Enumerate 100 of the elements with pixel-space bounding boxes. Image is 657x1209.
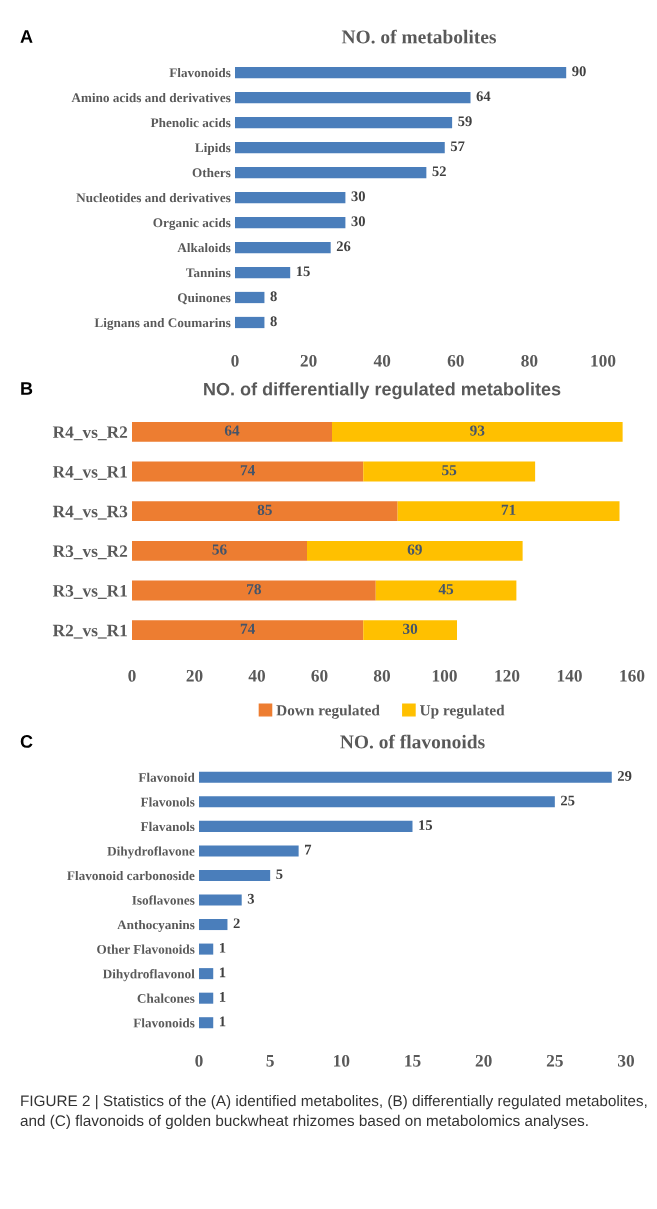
x-tick-label: 5 (266, 1055, 274, 1067)
data-label: 26 (336, 241, 351, 252)
x-tick-label: 20 (300, 354, 317, 367)
bar (235, 266, 291, 279)
y-tick-label: R2_vs_R1 (52, 624, 127, 639)
bar (363, 461, 536, 482)
bar (332, 421, 623, 442)
y-tick-label: Phenolic acids (150, 117, 231, 128)
bar (132, 501, 398, 522)
bar (199, 919, 228, 931)
data-label: 15 (419, 820, 433, 831)
y-tick-label: Chalcones (137, 993, 195, 1003)
data-label: 29 (617, 771, 632, 781)
x-tick-label: 160 (620, 669, 645, 682)
data-label: 2 (233, 918, 240, 929)
data-label: 78 (247, 584, 262, 595)
y-tick-label: Flavanols (140, 821, 195, 832)
y-tick-label: Dihydroflavone (107, 846, 195, 859)
x-tick-label: 100 (432, 669, 457, 682)
y-tick-label: Flavonoids (133, 1018, 195, 1028)
y-tick-label: R4_vs_R3 (52, 505, 128, 520)
data-label: 52 (432, 166, 446, 177)
y-tick-label: Isoflavones (132, 895, 195, 905)
data-label: 64 (476, 91, 491, 102)
data-label: 69 (407, 544, 422, 555)
data-label: 30 (351, 216, 365, 227)
y-tick-label: Nucleotides and derivatives (76, 192, 231, 203)
y-tick-label: Anthocyanins (117, 919, 195, 932)
bar (199, 1017, 214, 1029)
data-label: 74 (240, 623, 255, 634)
bar (132, 620, 364, 641)
bar (132, 461, 364, 482)
bar (235, 166, 427, 179)
y-tick-label: R4_vs_R1 (52, 466, 127, 480)
bar (199, 968, 214, 980)
bar (235, 141, 445, 154)
bar (199, 845, 299, 857)
data-label: 59 (458, 116, 472, 127)
x-tick-label: 60 (311, 669, 328, 682)
x-tick-label: 120 (495, 669, 520, 682)
chart-title: NO. of flavonoids (340, 734, 485, 749)
y-tick-label: Lipids (195, 142, 231, 155)
bar (235, 191, 346, 204)
text: B (21, 382, 33, 395)
x-tick-label: 0 (128, 669, 136, 682)
data-label: 7 (305, 844, 312, 855)
x-tick-label: 40 (373, 354, 391, 367)
data-label: 1 (219, 942, 226, 953)
y-tick-label: Organic acids (153, 217, 231, 230)
x-tick-label: 100 (591, 354, 616, 367)
bar (235, 216, 346, 229)
bar (235, 116, 453, 129)
data-label: 25 (561, 795, 575, 806)
y-tick-label: Other Flavonoids (97, 944, 195, 954)
x-tick-label: 20 (475, 1054, 492, 1067)
y-tick-label: Flavonoid carbonoside (67, 870, 195, 881)
y-tick-label: Lignans and Coumarins (94, 317, 231, 330)
data-label: 8 (270, 316, 277, 327)
y-tick-label: R3_vs_R2 (52, 545, 128, 560)
bar (375, 580, 517, 601)
bar (307, 540, 523, 561)
x-tick-label: 15 (405, 1055, 421, 1067)
legend-label: Down regulated (276, 704, 380, 719)
bar (132, 421, 332, 442)
x-tick-label: 0 (231, 354, 239, 367)
y-tick-label: Amino acids and derivatives (71, 92, 231, 103)
caption: FIGURE 2 | Statistics of the (A) identified metabolites, (B) differentially regulated metabolites, and (C) flavonoids of golden buckwheat rhizomes based on metabolomics analyses. (20, 1095, 647, 1130)
data-label: 74 (240, 465, 255, 476)
x-tick-label: 80 (521, 354, 538, 367)
y-tick-label: Alkaloids (177, 242, 231, 253)
y-tick-label: Flavonoid (138, 772, 195, 782)
y-tick-label: Tannins (186, 267, 231, 278)
x-tick-label: 140 (557, 669, 582, 682)
data-label: 5 (276, 869, 283, 880)
x-tick-label: 60 (447, 354, 464, 367)
data-label: 56 (212, 544, 227, 555)
chart-title: NO. of differentially regulated metabolites (204, 382, 561, 400)
y-tick-label: Dihydroflavonol (102, 968, 195, 982)
bar (235, 66, 567, 79)
x-tick-label: 0 (195, 1054, 203, 1067)
data-label: 45 (438, 584, 454, 595)
bar (132, 580, 376, 601)
y-tick-label: Flavonoids (169, 67, 231, 78)
y-tick-label: R3_vs_R1 (52, 585, 127, 599)
data-label: 15 (296, 266, 310, 277)
bar (363, 620, 457, 641)
bar (235, 241, 331, 254)
bar (199, 894, 242, 906)
data-label: 30 (403, 623, 418, 634)
bar (199, 771, 612, 783)
bar (199, 992, 214, 1004)
data-label: 1 (219, 967, 226, 978)
y-tick-label: Quinones (177, 292, 231, 305)
chart-title: NO. of metabolites (341, 29, 497, 44)
y-tick-label: R4_vs_R2 (52, 426, 128, 441)
data-label: 85 (257, 504, 272, 515)
bar (235, 91, 471, 104)
data-label: 1 (219, 992, 226, 1002)
bar (199, 869, 271, 881)
y-tick-label: Flavonols (140, 797, 195, 807)
